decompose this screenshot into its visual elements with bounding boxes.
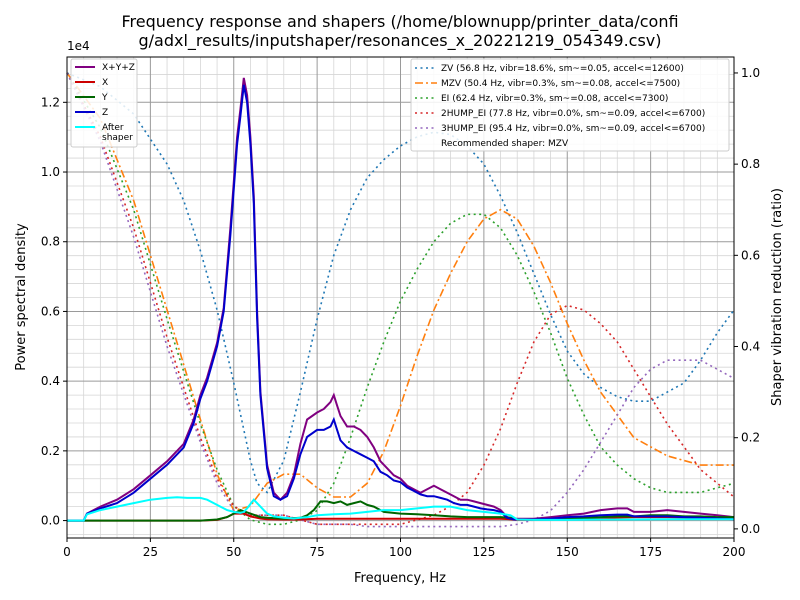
legend-shaper-label-4: 3HUMP_EI (95.4 Hz, vibr=0.0%, sm~=0.09, … bbox=[441, 124, 705, 134]
x-tick-label: 75 bbox=[309, 545, 324, 559]
y-tick-label: 0.2 bbox=[41, 444, 60, 458]
x-tick-label: 50 bbox=[226, 545, 241, 559]
chart-title-line-2: g/adxl_results/inputshaper/resonances_x_… bbox=[139, 31, 662, 51]
y-tick-label: 0.6 bbox=[41, 304, 60, 318]
y-tick-label: 0.4 bbox=[41, 374, 60, 388]
y2-tick-label: 0.4 bbox=[741, 340, 760, 354]
series-layer bbox=[66, 72, 735, 528]
y-tick-label: 0.8 bbox=[41, 235, 60, 249]
psd-line-4 bbox=[67, 496, 734, 522]
shaper-line-1 bbox=[66, 72, 734, 512]
legend-psd-label-1: X bbox=[102, 78, 108, 88]
y2-tick-label: 0.6 bbox=[741, 248, 760, 262]
x-tick-label: 100 bbox=[389, 545, 412, 559]
y-tick-label: 1.2 bbox=[41, 95, 60, 109]
legend-psd-label-4: shaper bbox=[102, 133, 133, 143]
y2-axis-label: Shaper vibration reduction (ratio) bbox=[770, 188, 785, 406]
x-tick-label: 25 bbox=[143, 545, 158, 559]
recommended-shaper-text: Recommended shaper: MZV bbox=[441, 139, 569, 149]
legend-psd-label-0: X+Y+Z bbox=[102, 63, 135, 73]
legend-shaper-label-1: MZV (50.4 Hz, vibr=0.3%, sm~=0.08, accel… bbox=[441, 79, 680, 89]
x-tick-label: 200 bbox=[723, 545, 746, 559]
legend-psd-label-4: After bbox=[102, 123, 124, 133]
legend-psd-label-3: Z bbox=[102, 108, 108, 118]
legend-shaper-box bbox=[410, 58, 730, 152]
chart-title-line-1: Frequency response and shapers (/home/bl… bbox=[121, 12, 678, 32]
legend-shaper-label-3: 2HUMP_EI (77.8 Hz, vibr=0.0%, sm~=0.09, … bbox=[441, 109, 705, 119]
x-tick-label: 0 bbox=[63, 545, 71, 559]
y2-tick-label: 1.0 bbox=[741, 66, 760, 80]
x-tick-label: 125 bbox=[472, 545, 495, 559]
legend-shaper-label-0: ZV (56.8 Hz, vibr=18.6%, sm~=0.05, accel… bbox=[441, 64, 684, 74]
y-tick-label: 0.0 bbox=[41, 514, 60, 528]
shaper-line-2 bbox=[66, 72, 735, 526]
x-tick-label: 150 bbox=[556, 545, 579, 559]
y2-tick-label: 0.8 bbox=[741, 157, 760, 171]
y-axis-label: Power spectral density bbox=[14, 223, 29, 371]
y-axis-multiplier: 1e4 bbox=[67, 39, 90, 53]
shaper-line-4 bbox=[66, 72, 735, 528]
legend-shapers: ZV (56.8 Hz, vibr=18.6%, sm~=0.05, accel… bbox=[410, 58, 730, 152]
legend-shaper-label-2: EI (62.4 Hz, vibr=0.3%, sm~=0.08, accel<… bbox=[441, 94, 668, 104]
legend-psd-label-2: Y bbox=[101, 93, 108, 103]
y2-tick-label: 0.0 bbox=[741, 522, 760, 536]
x-axis-label: Frequency, Hz bbox=[354, 571, 446, 586]
y2-tick-label: 0.2 bbox=[741, 431, 760, 445]
x-tick-label: 175 bbox=[639, 545, 662, 559]
psd-line-2 bbox=[67, 500, 734, 522]
y-tick-label: 1.0 bbox=[41, 165, 60, 179]
axes-layer: 0 25 50 75 100 125 150 175 200 0.0 0.2 0.4 0.6 0.8 1.0… bbox=[41, 66, 760, 559]
